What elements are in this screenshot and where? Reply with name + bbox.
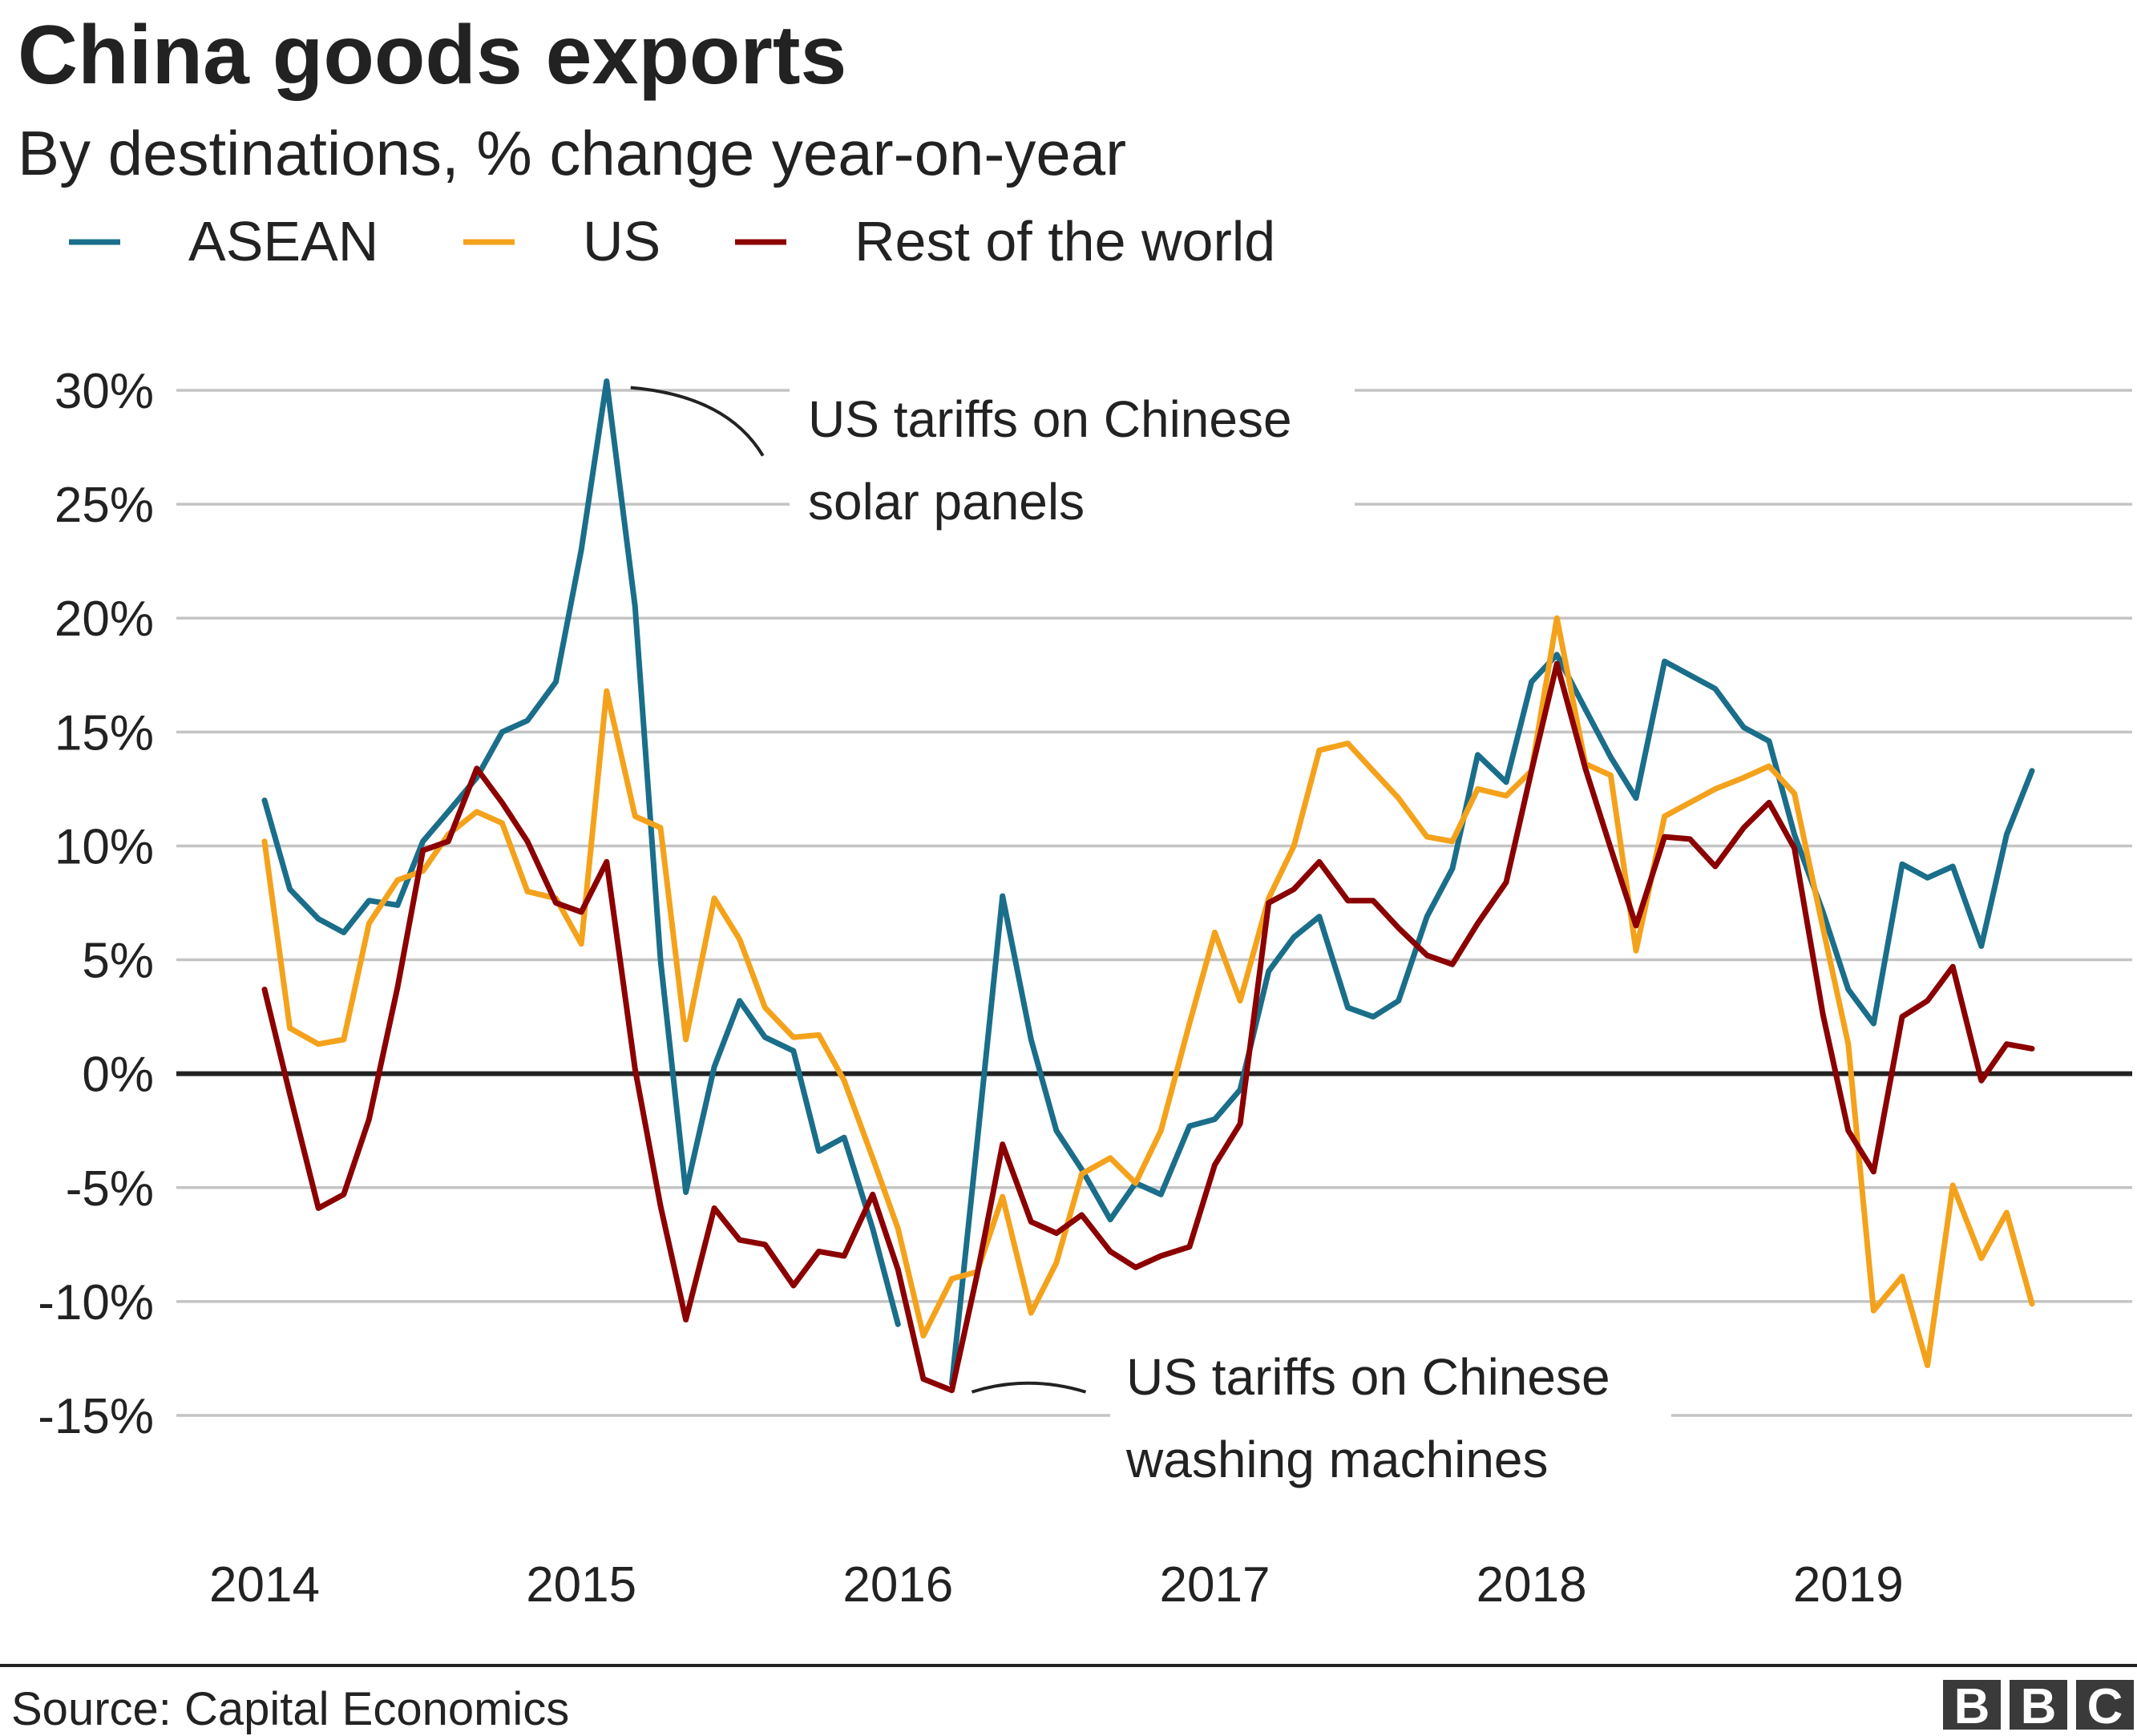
bbc-logo-box-1 [1943,1680,2001,1730]
bbc-logo-letter-1: B [1954,1679,1990,1734]
x-tick-label: 2016 [842,1557,953,1613]
bbc-logo: B B C [1943,1679,2134,1734]
y-tick-label: 5% [82,934,154,989]
bbc-logo-box-2 [2010,1680,2067,1730]
y-tick-label: 25% [55,478,154,533]
y-tick-label: 15% [55,705,154,761]
legend-label-asean: ASEAN [188,210,378,273]
x-tick-label: 2015 [526,1557,636,1613]
y-tick-label: 20% [55,591,154,647]
series-asean [261,378,2035,1387]
annotation-solar-panels-background [790,377,1355,553]
annotation-washing-machines-leader [971,1381,1087,1394]
x-tick-label: 2019 [1793,1557,1904,1613]
chart-subtitle: By destinations, % change year-on-year [18,118,1126,188]
bbc-logo-box-3 [2076,1680,2134,1730]
x-tick-label: 2018 [1477,1557,1587,1613]
legend-label-us: US [583,210,660,273]
y-tick-label: 10% [55,819,154,874]
annotation-solar-panels-leader [630,386,765,457]
series-line-asean [261,378,901,1327]
annotation-washing-machines: US tariffs on Chinese washing machines [971,1338,1671,1507]
y-tick-label: -5% [66,1161,154,1217]
y-tick-label: 30% [55,364,154,419]
series-us [261,615,2035,1368]
annotation-solar-panels-line-1: US tariffs on Chinese [808,390,1292,448]
x-tick-label: 2017 [1160,1557,1270,1613]
annotation-washing-machines-background [1110,1338,1671,1507]
x-tick-label: 2014 [209,1557,320,1613]
x-axis-ticks: 2014 2015 2016 2017 2018 2019 [209,1557,1904,1613]
annotation-solar-panels-line-2: solar panels [808,473,1085,531]
annotation-washing-machines-line-2: washing machines [1125,1431,1549,1488]
annotation-solar-panels: US tariffs on Chinese solar panels [630,377,1355,553]
y-tick-label: -10% [38,1275,154,1330]
series-line-rest-of-the-world [261,660,2035,1394]
chart-title: China goods exports [18,9,846,102]
y-tick-label: 0% [82,1048,154,1103]
source-text: Source: Capital Economics [11,1683,569,1735]
series-lines [261,378,2035,1394]
bbc-logo-letter-3: C [2087,1679,2123,1734]
y-axis-ticks: 30% 25% 20% 15% 10% 5% 0% -5% -10% -15% [38,364,154,1444]
legend: ASEAN US Rest of the world [69,210,1275,273]
series-line-us [261,615,2035,1368]
series-line-asean [949,652,2035,1387]
y-tick-label: -15% [38,1389,154,1444]
legend-label-rest-of-world: Rest of the world [854,210,1275,273]
bbc-logo-letter-2: B [2021,1679,2057,1734]
annotation-washing-machines-line-1: US tariffs on Chinese [1126,1348,1610,1406]
series-rest-of-the-world [261,660,2035,1394]
